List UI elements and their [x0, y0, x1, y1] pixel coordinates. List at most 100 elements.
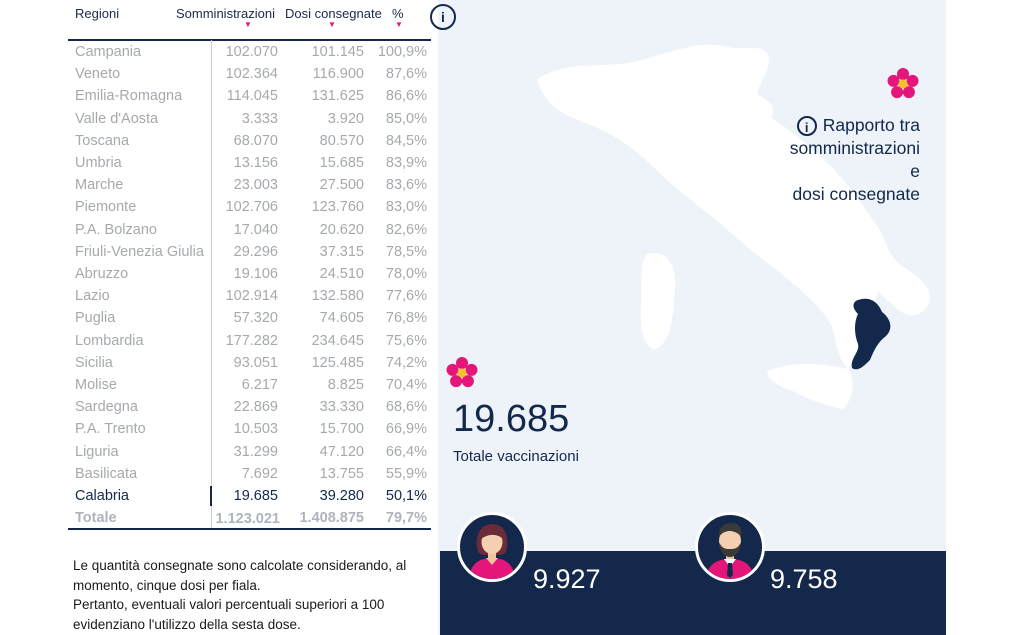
percent-cell: 82,6% — [385, 221, 427, 238]
administrations-cell: 102.364 — [225, 66, 278, 83]
administrations-cell: 177.282 — [225, 332, 278, 349]
info-icon[interactable]: i — [796, 116, 817, 137]
table-row[interactable]: Lombardia 177.282 234.645 75,6% — [68, 330, 433, 352]
percent-cell: 75,6% — [385, 332, 427, 349]
map-mainland[interactable] — [537, 44, 931, 369]
administrations-cell: 22.869 — [233, 399, 278, 416]
table-row[interactable]: Basilicata 7.692 13.755 55,9% — [68, 463, 433, 485]
table-row[interactable]: P.A. Bolzano 17.040 20.620 82,6% — [68, 219, 433, 241]
region-cell: Umbria — [75, 155, 122, 171]
region-cell: Basilicata — [75, 465, 138, 482]
region-cell: Sicilia — [75, 354, 113, 371]
map-sardinia[interactable] — [640, 252, 676, 350]
region-cell: Toscana — [75, 132, 130, 149]
percent-cell: 70,4% — [385, 377, 427, 393]
region-cell: Campania — [75, 44, 142, 60]
delivered-cell: 116.900 — [312, 66, 364, 83]
table-row[interactable]: Friuli-Venezia Giulia 29.296 37.315 78,5% — [68, 241, 433, 263]
italy-map — [537, 44, 931, 409]
delivered-cell: 131.625 — [311, 88, 364, 105]
map-calabria[interactable] — [851, 298, 891, 370]
map-sicily[interactable] — [767, 363, 853, 409]
table-total-row: Totale 1.123.021 1.408.875 79,7% — [68, 507, 433, 529]
region-cell: P.A. Trento — [75, 421, 146, 438]
ratio-title-line: dosi consegnate — [792, 184, 920, 204]
delivered-cell: 13.755 — [319, 465, 364, 482]
info-icon[interactable]: i — [430, 4, 456, 30]
header-divider — [68, 39, 431, 41]
region-cell: Puglia — [75, 310, 116, 327]
male-avatar-icon — [695, 512, 765, 582]
table-row[interactable]: P.A. Trento 10.503 15.700 66,9% — [68, 418, 433, 440]
flower-icon — [887, 68, 919, 99]
table-row[interactable]: Puglia 57.320 74.605 76,8% — [68, 307, 433, 329]
male-count: 9.758 — [770, 564, 838, 594]
region-cell: Totale — [75, 510, 117, 527]
table-row[interactable]: Lazio 102.914 132.580 77,6% — [68, 285, 433, 307]
region-cell: Marche — [75, 177, 124, 194]
note-line: Le quantità consegnate sono calcolate co… — [73, 558, 407, 573]
sort-arrow-icon[interactable]: ▼ — [328, 20, 336, 29]
table-row[interactable]: Campania 102.070 101.145 100,9% — [68, 41, 433, 63]
region-cell: Lazio — [75, 288, 110, 305]
table-row[interactable]: Molise 6.217 8.825 70,4% — [68, 374, 433, 396]
administrations-cell: 23.003 — [233, 177, 278, 194]
dose-note: Le quantità consegnate sono calcolate co… — [73, 556, 423, 634]
table-row[interactable]: Marche 23.003 27.500 83,6% — [68, 174, 433, 196]
delivered-cell: 8.825 — [327, 377, 364, 393]
region-cell: Friuli-Venezia Giulia — [75, 243, 204, 260]
percent-cell: 85,0% — [385, 110, 427, 127]
header-regioni[interactable]: Regioni — [75, 6, 120, 21]
table-row[interactable]: Abruzzo 19.106 24.510 78,0% — [68, 263, 433, 285]
percent-cell: 83,0% — [385, 199, 427, 216]
delivered-cell: 20.620 — [319, 221, 364, 238]
percent-cell: 87,6% — [385, 66, 427, 83]
administrations-cell: 17.040 — [233, 221, 278, 238]
administrations-cell: 93.051 — [233, 354, 278, 371]
administrations-cell: 1.123.021 — [215, 511, 280, 528]
header-percent[interactable]: % — [392, 6, 404, 21]
region-cell: Veneto — [75, 66, 121, 83]
table-row[interactable]: Veneto 102.364 116.900 87,6% — [68, 63, 433, 85]
sort-arrow-icon[interactable]: ▼ — [395, 20, 403, 29]
delivered-cell: 33.330 — [319, 399, 364, 416]
region-cell: Lombardia — [75, 332, 144, 349]
ratio-info: i Rapporto tra somministrazioni e dosi co… — [780, 114, 920, 206]
table-row[interactable]: Calabria 19.685 39.280 50,1% — [68, 485, 433, 507]
table-row[interactable]: Valle d'Aosta 3.333 3.920 85,0% — [68, 108, 433, 130]
table-row[interactable]: Sicilia 93.051 125.485 74,2% — [68, 352, 433, 374]
delivered-cell: 80.570 — [319, 132, 364, 149]
vaccination-dashboard: Regioni Somministrazioni ▼ Dosi consegna… — [68, 0, 946, 635]
gender-band — [440, 551, 946, 635]
administrations-cell: 29.296 — [233, 243, 278, 260]
region-cell: Valle d'Aosta — [75, 110, 159, 127]
table-row[interactable]: Liguria 31.299 47.120 66,4% — [68, 441, 433, 463]
percent-cell: 50,1% — [385, 488, 427, 504]
delivered-cell: 132.580 — [311, 288, 364, 305]
region-cell: Piemonte — [75, 199, 137, 216]
region-cell: Sardegna — [75, 399, 138, 416]
ratio-title-line: i Rapporto tra — [780, 114, 920, 137]
sort-arrow-icon[interactable]: ▼ — [244, 20, 252, 29]
region-cell: Abruzzo — [75, 266, 129, 282]
administrations-cell: 3.333 — [241, 110, 278, 127]
table-row[interactable]: Umbria 13.156 15.685 83,9% — [68, 152, 433, 174]
delivered-cell: 27.500 — [319, 177, 364, 194]
percent-cell: 86,6% — [385, 88, 427, 105]
ratio-title-text: Rapporto tra — [822, 115, 920, 135]
female-avatar-icon — [457, 512, 527, 582]
header-somministrazioni[interactable]: Somministrazioni — [176, 6, 275, 21]
administrations-cell: 6.217 — [241, 377, 278, 393]
region-cell: P.A. Bolzano — [75, 221, 157, 238]
table-row[interactable]: Emilia-Romagna 114.045 131.625 86,6% — [68, 85, 433, 107]
table-row[interactable]: Piemonte 102.706 123.760 83,0% — [68, 196, 433, 218]
percent-cell: 83,6% — [385, 177, 427, 194]
table-row[interactable]: Sardegna 22.869 33.330 68,6% — [68, 396, 433, 418]
percent-cell: 79,7% — [385, 510, 427, 527]
delivered-cell: 123.760 — [311, 199, 364, 216]
delivered-cell: 47.120 — [319, 443, 364, 460]
table-row[interactable]: Toscana 68.070 80.570 84,5% — [68, 130, 433, 152]
percent-cell: 78,5% — [385, 243, 427, 260]
percent-cell: 66,4% — [385, 443, 427, 460]
header-dosi-consegnate[interactable]: Dosi consegnate — [285, 6, 382, 21]
